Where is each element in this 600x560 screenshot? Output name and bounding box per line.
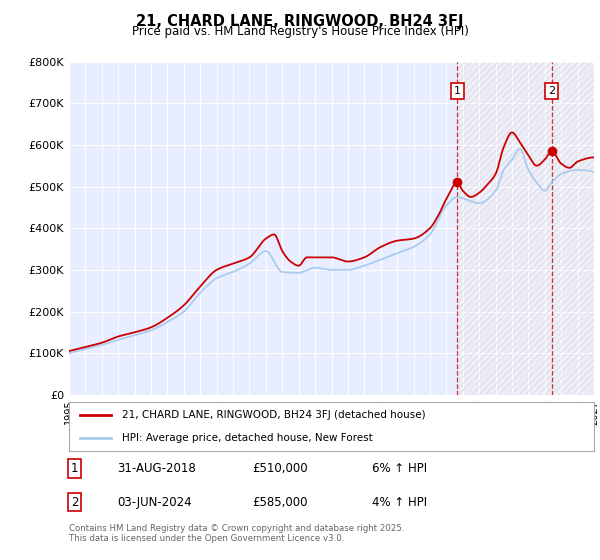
Text: Contains HM Land Registry data © Crown copyright and database right 2025.
This d: Contains HM Land Registry data © Crown c… [69,524,404,543]
Text: 21, CHARD LANE, RINGWOOD, BH24 3FJ: 21, CHARD LANE, RINGWOOD, BH24 3FJ [136,14,464,29]
Text: 1: 1 [71,462,78,475]
Text: 2: 2 [71,496,78,508]
Text: £510,000: £510,000 [252,462,308,475]
Bar [457,62,551,395]
Text: Price paid vs. HM Land Registry's House Price Index (HPI): Price paid vs. HM Land Registry's House … [131,25,469,38]
Text: 21, CHARD LANE, RINGWOOD, BH24 3FJ (detached house): 21, CHARD LANE, RINGWOOD, BH24 3FJ (deta… [121,410,425,420]
Text: 1: 1 [454,86,461,96]
Bar [551,62,594,395]
Text: HPI: Average price, detached house, New Forest: HPI: Average price, detached house, New … [121,433,372,444]
Text: 31-AUG-2018: 31-AUG-2018 [117,462,196,475]
Text: £585,000: £585,000 [252,496,308,508]
Bar [551,62,594,395]
Bar [457,62,551,395]
Text: 03-JUN-2024: 03-JUN-2024 [117,496,191,508]
Text: 4% ↑ HPI: 4% ↑ HPI [372,496,427,508]
Bar [457,62,551,395]
Text: 2: 2 [548,86,555,96]
Text: 6% ↑ HPI: 6% ↑ HPI [372,462,427,475]
